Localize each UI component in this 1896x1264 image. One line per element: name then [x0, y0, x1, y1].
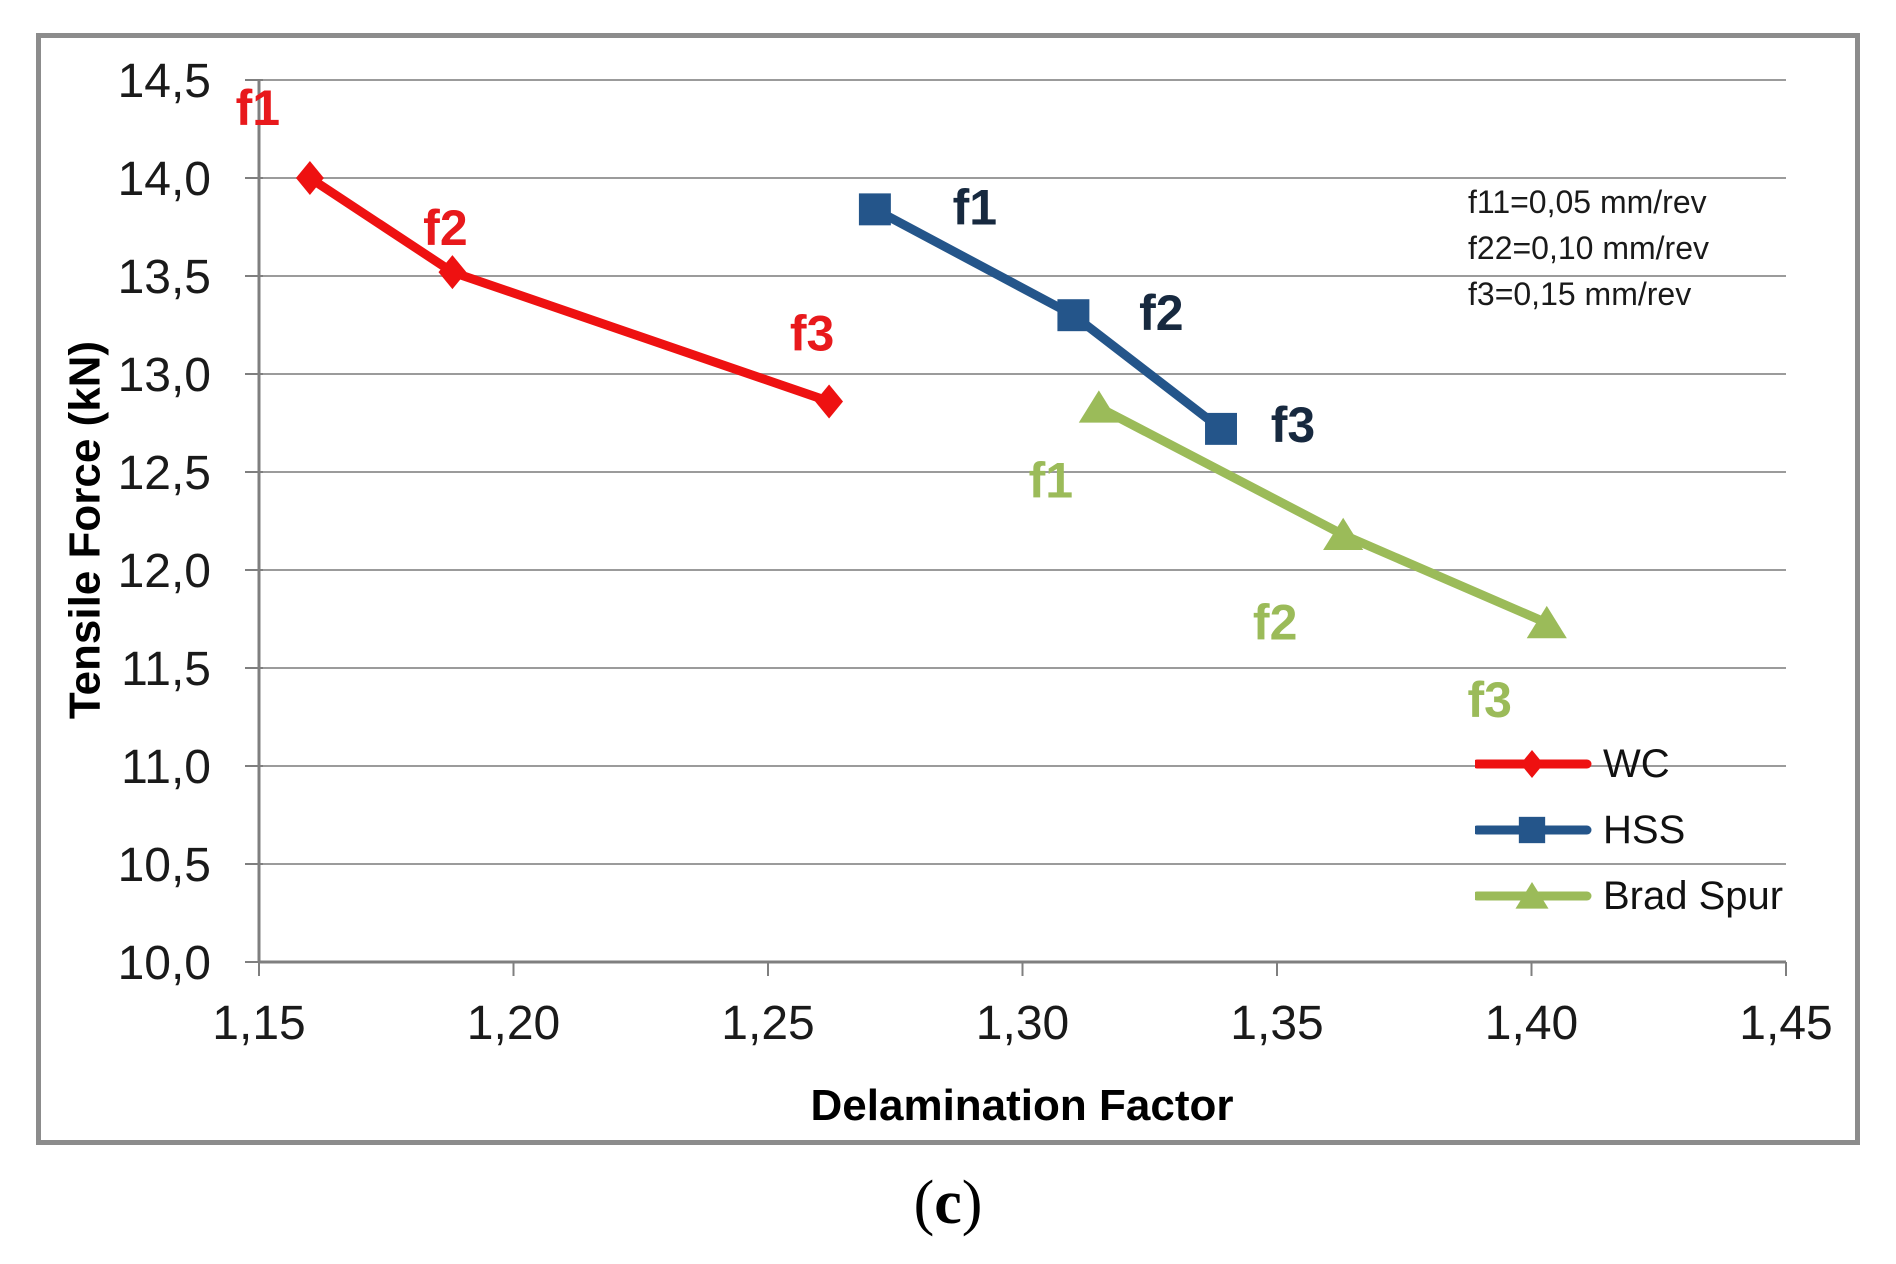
x-tick-label: 1,45 — [1739, 997, 1832, 1050]
series-wc: f1 f2 f3 — [236, 80, 844, 419]
legend-label: WC — [1603, 741, 1670, 786]
legend-marker-diamond-icon — [1475, 750, 1592, 778]
point-label-brad-spur-f3: f3 — [1468, 672, 1512, 728]
data-point-wc-f1 — [295, 161, 324, 195]
legend-item-brad-spur: Brad Spur — [1475, 863, 1783, 929]
figure-caption: (c) — [0, 1168, 1896, 1239]
legend: WC HSS Brad Spur — [1475, 731, 1783, 929]
x-tick-label: 1,40 — [1485, 997, 1578, 1050]
legend-marker-square-icon — [1475, 816, 1592, 844]
x-tick-label: 1,20 — [467, 997, 560, 1050]
x-tick-label: 1,30 — [976, 997, 1069, 1050]
y-tick-label: 11,5 — [121, 643, 211, 696]
data-point-brad-spur-f3 — [1526, 605, 1567, 639]
series-line-brad-spur — [1094, 402, 1552, 628]
point-label-brad-spur-f2: f2 — [1253, 595, 1297, 651]
point-label-hss-f3: f3 — [1271, 397, 1315, 453]
legend-triangle-glyph — [1515, 882, 1549, 909]
annotation-line-1: f11=0,05 mm/rev — [1468, 184, 1707, 220]
x-axis-title: Delamination Factor — [811, 1081, 1234, 1130]
caption-letter: c — [934, 1169, 962, 1237]
y-tick-label: 14,5 — [118, 55, 211, 108]
point-label-wc-f1: f1 — [236, 80, 280, 136]
legend-label: HSS — [1603, 807, 1686, 852]
data-point-wc-f2 — [438, 255, 467, 290]
caption-paren-open: ( — [913, 1169, 935, 1237]
x-tick-label: 1,25 — [721, 997, 814, 1050]
feed-rate-annotation: f11=0,05 mm/rev f22=0,10 mm/rev f3=0,15 … — [1468, 179, 1709, 317]
data-point-hss-f2 — [1057, 299, 1090, 332]
legend-square-glyph — [1518, 816, 1546, 844]
y-tick-label: 10,0 — [118, 937, 211, 990]
annotation-line-2: f22=0,10 mm/rev — [1468, 230, 1709, 266]
y-axis-title: Tensile Force (kN) — [61, 341, 110, 719]
chart-figure: 10,0 10,5 11,0 11,5 12,0 12,5 13,0 13,5 14,0 14,5… — [36, 33, 1860, 1145]
point-label-wc-f2: f2 — [423, 200, 467, 256]
legend-label: Brad Spur — [1603, 873, 1784, 918]
point-label-hss-f1: f1 — [953, 179, 997, 235]
legend-marker-triangle-icon — [1475, 882, 1592, 909]
point-label-wc-f3: f3 — [790, 305, 834, 361]
legend-diamond-glyph — [1520, 750, 1544, 778]
data-point-hss-f1 — [858, 193, 891, 226]
x-tick-label: 1,15 — [212, 997, 305, 1050]
y-tick-label: 12,0 — [118, 545, 211, 598]
legend-item-hss: HSS — [1475, 797, 1783, 863]
series-line-wc — [305, 173, 834, 406]
y-tick-label: 10,5 — [118, 839, 211, 892]
legend-item-wc: WC — [1475, 731, 1783, 797]
y-tick-label: 13,5 — [118, 251, 211, 304]
y-tick-label: 14,0 — [118, 153, 211, 206]
data-point-brad-spur-f1 — [1078, 390, 1119, 423]
data-point-wc-f3 — [815, 384, 844, 419]
y-tick-label: 13,0 — [118, 349, 211, 402]
x-tick-label: 1,35 — [1230, 997, 1323, 1050]
point-label-brad-spur-f1: f1 — [1029, 452, 1073, 508]
caption-paren-close: ) — [961, 1169, 983, 1237]
line-chart: 10,0 10,5 11,0 11,5 12,0 12,5 13,0 13,5 14,0 14,5… — [61, 55, 1833, 1130]
point-label-hss-f2: f2 — [1139, 285, 1183, 341]
series-brad-spur: f1 f2 f3 — [1029, 390, 1567, 728]
data-point-hss-f3 — [1205, 412, 1237, 445]
plot-area: 10,0 10,5 11,0 11,5 12,0 12,5 13,0 13,5 14,0 14,5… — [118, 55, 1833, 1050]
series-hss: f1 f2 f3 — [858, 179, 1315, 453]
data-point-brad-spur-f2 — [1323, 517, 1364, 551]
annotation-line-3: f3=0,15 mm/rev — [1468, 276, 1692, 312]
y-tick-label: 11,0 — [121, 741, 211, 794]
y-tick-label: 12,5 — [118, 447, 211, 500]
